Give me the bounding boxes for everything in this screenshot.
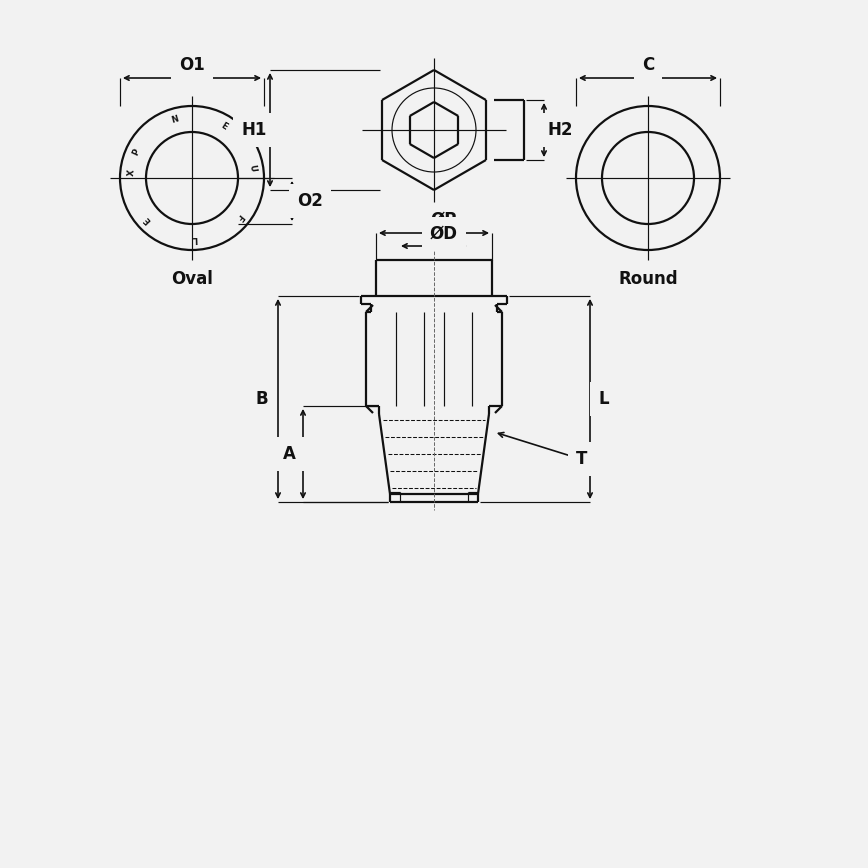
Text: A: A (283, 445, 295, 463)
Text: C: C (641, 56, 654, 74)
Text: U: U (247, 164, 257, 172)
Text: P: P (131, 148, 142, 157)
Text: Oval: Oval (171, 270, 213, 288)
Text: ØP: ØP (431, 211, 457, 229)
Text: L: L (599, 390, 609, 408)
Text: O2: O2 (297, 192, 323, 210)
Text: H2: H2 (547, 121, 573, 139)
Text: X: X (127, 169, 136, 176)
Text: ØD: ØD (430, 225, 458, 243)
Text: E: E (142, 215, 153, 225)
Text: O1: O1 (179, 56, 205, 74)
Text: Round: Round (618, 270, 678, 288)
Text: B: B (256, 390, 268, 408)
Text: E: E (220, 121, 229, 132)
Text: L: L (192, 234, 197, 244)
Text: N: N (170, 115, 180, 125)
Text: H1: H1 (241, 121, 266, 139)
Text: T: T (576, 450, 588, 468)
Text: F: F (234, 212, 245, 221)
